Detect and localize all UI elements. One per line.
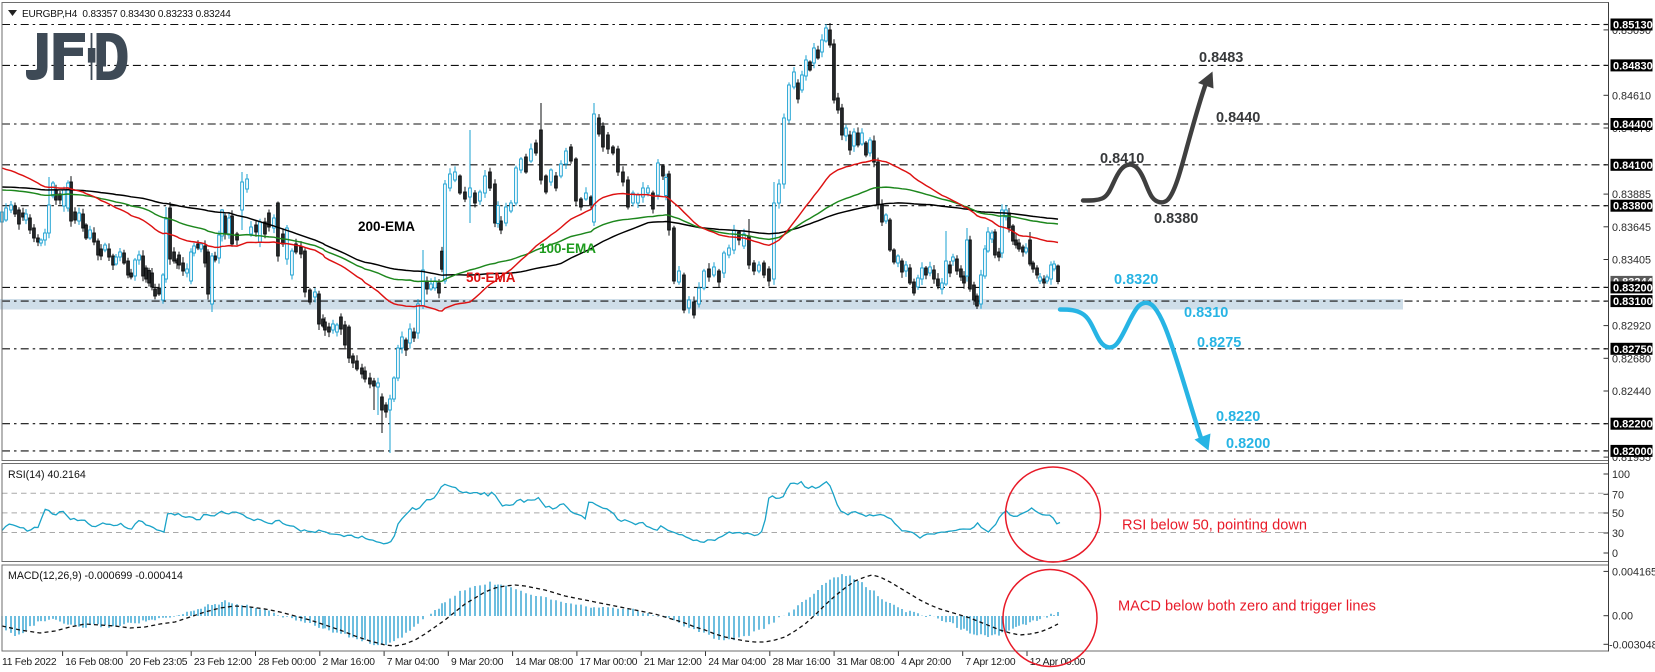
svg-text:20 Feb 23:05: 20 Feb 23:05 — [130, 657, 188, 668]
svg-text:21 Mar 12:00: 21 Mar 12:00 — [644, 657, 702, 668]
svg-text:17 Mar 00:00: 17 Mar 00:00 — [580, 657, 638, 668]
svg-text:0.8320: 0.8320 — [1114, 272, 1158, 288]
svg-text:0.82000: 0.82000 — [1613, 446, 1653, 458]
svg-text:MACD below both zero and trigg: MACD below both zero and trigger lines — [1118, 599, 1376, 615]
svg-text:31 Mar 08:00: 31 Mar 08:00 — [837, 657, 895, 668]
svg-text:0.8410: 0.8410 — [1100, 151, 1144, 167]
svg-text:0.84100: 0.84100 — [1613, 160, 1653, 172]
svg-text:0.83885: 0.83885 — [1612, 189, 1651, 201]
svg-text:0.8200: 0.8200 — [1226, 436, 1270, 452]
svg-text:0.84610: 0.84610 — [1612, 90, 1651, 102]
svg-text:28 Mar 16:00: 28 Mar 16:00 — [773, 657, 831, 668]
svg-text:0.8440: 0.8440 — [1216, 110, 1260, 126]
svg-text:0.82680: 0.82680 — [1612, 353, 1651, 365]
svg-text:2 Mar 16:00: 2 Mar 16:00 — [323, 657, 376, 668]
svg-text:RSI(14) 40.2164: RSI(14) 40.2164 — [8, 469, 86, 481]
svg-text:0.8275: 0.8275 — [1197, 335, 1241, 351]
svg-text:0.8310: 0.8310 — [1184, 305, 1228, 321]
svg-text:70: 70 — [1612, 489, 1624, 501]
svg-text:0: 0 — [1612, 548, 1618, 560]
svg-text:0.85130: 0.85130 — [1613, 20, 1653, 32]
svg-text:0.8380: 0.8380 — [1154, 211, 1198, 227]
svg-text:0.83405: 0.83405 — [1612, 255, 1651, 267]
svg-text:0.004165: 0.004165 — [1612, 566, 1655, 578]
svg-text:EURGBP,H4 0.83357 0.83430 0.8: EURGBP,H4 0.83357 0.83430 0.83233 0.8324… — [22, 9, 231, 20]
svg-text:28 Feb 00:00: 28 Feb 00:00 — [258, 657, 316, 668]
svg-text:200-EMA: 200-EMA — [358, 219, 415, 234]
svg-text:0.00: 0.00 — [1612, 611, 1633, 623]
svg-text:30: 30 — [1612, 528, 1624, 540]
svg-text:0.82440: 0.82440 — [1612, 386, 1651, 398]
svg-text:23 Feb 12:00: 23 Feb 12:00 — [194, 657, 252, 668]
svg-text:0.84400: 0.84400 — [1613, 119, 1653, 131]
svg-text:0.82750: 0.82750 — [1613, 344, 1653, 356]
svg-text:0.82920: 0.82920 — [1612, 321, 1651, 333]
svg-text:24 Mar 04:00: 24 Mar 04:00 — [708, 657, 766, 668]
svg-text:-0.003048: -0.003048 — [1609, 639, 1655, 651]
svg-text:0.83200: 0.83200 — [1613, 282, 1653, 294]
svg-text:0.84830: 0.84830 — [1613, 60, 1653, 72]
svg-text:0.8483: 0.8483 — [1199, 50, 1243, 66]
svg-text:RSI below 50, pointing down: RSI below 50, pointing down — [1122, 518, 1307, 534]
svg-text:7 Apr 12:00: 7 Apr 12:00 — [965, 657, 1015, 668]
svg-text:100-EMA: 100-EMA — [539, 241, 596, 256]
svg-text:0.83100: 0.83100 — [1613, 296, 1653, 308]
svg-text:0.83645: 0.83645 — [1612, 222, 1651, 234]
svg-text:0.82200: 0.82200 — [1613, 419, 1653, 431]
svg-text:0.83800: 0.83800 — [1613, 201, 1653, 213]
svg-text:7 Mar 04:00: 7 Mar 04:00 — [387, 657, 440, 668]
svg-text:4 Apr 20:00: 4 Apr 20:00 — [901, 657, 951, 668]
svg-text:16 Feb 08:00: 16 Feb 08:00 — [65, 657, 123, 668]
svg-text:12 Apr 00:00: 12 Apr 00:00 — [1030, 657, 1086, 668]
svg-text:11 Feb 2022: 11 Feb 2022 — [2, 657, 57, 668]
svg-text:100: 100 — [1612, 469, 1630, 481]
svg-text:14 Mar 08:00: 14 Mar 08:00 — [515, 657, 573, 668]
svg-text:50-EMA: 50-EMA — [466, 270, 516, 285]
svg-text:50: 50 — [1612, 508, 1624, 520]
svg-text:0.8220: 0.8220 — [1216, 409, 1260, 425]
svg-text:9 Mar 20:00: 9 Mar 20:00 — [451, 657, 504, 668]
svg-text:MACD(12,26,9) -0.000699 -0.000: MACD(12,26,9) -0.000699 -0.000414 — [8, 570, 183, 582]
